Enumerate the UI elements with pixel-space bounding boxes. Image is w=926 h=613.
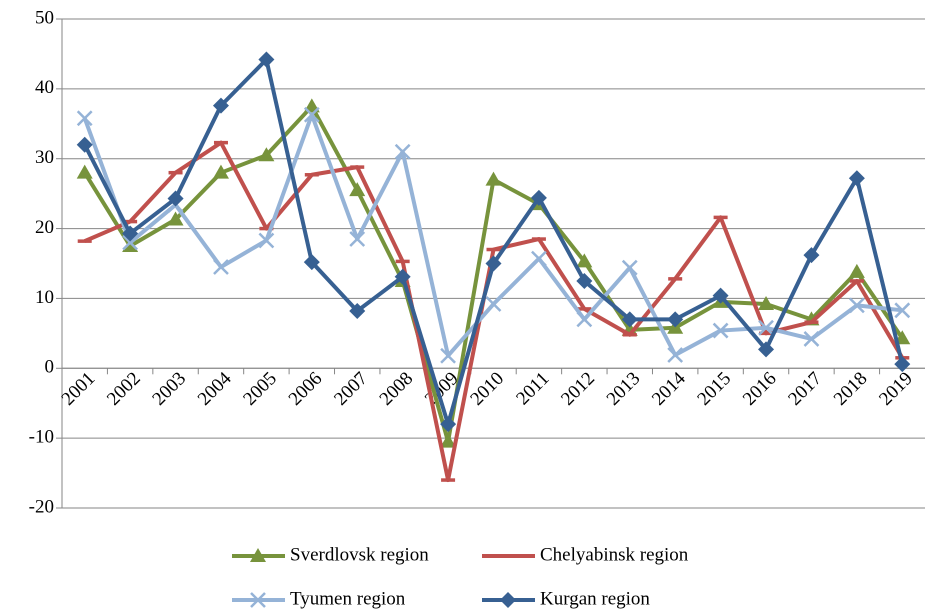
data-point [894,356,911,373]
x-tick-label: 2016 [739,368,781,410]
x-tick-label: 2014 [648,368,690,410]
data-point [712,287,729,304]
y-tick-label: 40 [35,77,54,98]
data-point [394,268,411,285]
data-point [76,110,93,127]
data-point [758,319,774,336]
y-tick-label: 30 [35,147,54,168]
y-tick-label: 20 [35,217,54,238]
data-point [349,182,366,197]
data-point [258,232,275,249]
x-tick-label: 2013 [603,368,645,410]
data-point [530,189,547,206]
y-tick-label: 10 [35,287,54,308]
y-tick-label: 0 [45,357,55,378]
data-point [803,247,820,264]
data-point [303,106,320,123]
data-point [258,51,275,68]
x-tick-label: 2006 [285,368,327,410]
data-point [485,296,502,312]
x-tick-label: 2001 [58,368,100,410]
data-point [394,143,411,160]
data-point [440,433,457,448]
data-point [576,272,593,289]
data-point [848,263,865,278]
legend-marker [250,548,266,562]
data-point [167,211,184,226]
data-point [349,231,366,247]
data-point [440,347,456,364]
x-tick-label: 2002 [103,368,145,410]
data-point [848,170,865,187]
x-tick-label: 2008 [376,368,418,410]
x-tick-label: 2012 [557,368,599,410]
x-tick-label: 2017 [784,368,826,410]
data-point [303,98,320,113]
legend-label: Kurgan region [540,588,650,609]
y-tick-label: 50 [35,7,54,28]
x-tick-label: 2004 [194,368,236,410]
x-tick-label: 2003 [148,368,190,410]
data-point [76,164,93,179]
series-line [83,140,905,483]
data-point [303,254,320,271]
data-point [621,311,638,328]
data-point [894,302,911,319]
data-point [485,255,502,272]
legend-marker [250,592,266,608]
data-point [485,171,502,186]
x-tick-label: 2010 [466,368,508,410]
x-tick-label: 2018 [830,368,872,410]
data-point [440,416,457,433]
data-point [212,97,229,114]
data-point [667,347,684,363]
data-point [258,147,275,162]
data-point [122,225,139,242]
data-point [167,190,184,207]
legend-marker [500,592,516,608]
data-point [576,311,593,328]
data-point [712,322,729,339]
x-tick-label: 2015 [694,368,736,410]
data-point [213,259,229,275]
data-point [531,250,547,267]
data-point [212,164,229,179]
x-tick-label: 2019 [875,368,917,410]
data-point [803,331,820,347]
data-point [621,259,638,276]
data-point [122,234,139,251]
legend-label: Chelyabinsk region [540,544,689,565]
data-point [848,297,865,314]
data-point [76,136,93,153]
data-point [758,296,775,311]
y-tick-label: -10 [29,427,54,448]
legend-label: Sverdlovsk region [290,544,429,565]
data-point [667,311,684,328]
data-point [122,238,139,253]
legend-label: Tyumen region [290,588,406,609]
data-point [758,341,775,358]
x-tick-label: 2011 [512,368,553,409]
data-point [349,303,366,320]
x-tick-label: 2007 [330,368,372,410]
x-tick-label: 2005 [239,368,281,410]
y-tick-label: -20 [29,496,54,517]
data-point [576,253,593,268]
